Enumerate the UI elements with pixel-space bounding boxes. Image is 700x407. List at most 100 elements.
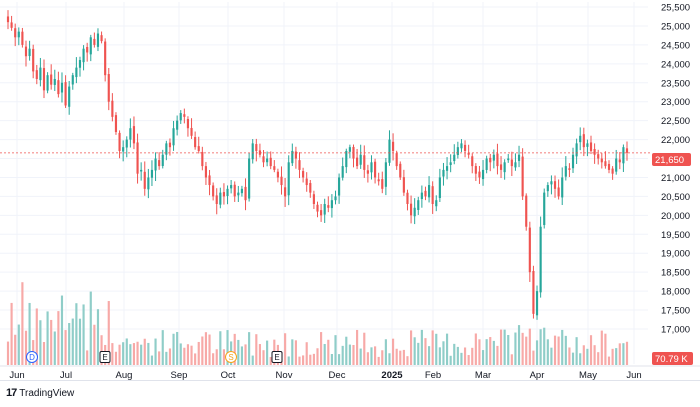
volume-bar — [143, 338, 146, 365]
dividend-marker[interactable] — [26, 351, 38, 363]
candle-body — [359, 154, 362, 165]
candle-body — [201, 151, 204, 167]
candle-body — [262, 156, 265, 163]
volume-bar — [215, 349, 218, 365]
candle-body — [93, 38, 96, 45]
volume-bar — [625, 341, 629, 365]
candle-body — [550, 181, 553, 185]
volume-bar — [298, 356, 301, 365]
candle-body — [291, 150, 294, 164]
volume-bar — [427, 346, 431, 365]
volume-bar — [557, 336, 560, 365]
volume-bar — [420, 329, 423, 365]
candle-body — [356, 157, 359, 167]
candle-body — [143, 171, 146, 189]
price-chart[interactable]: 25,500 25,000 24,500 24,000 23,500 23,000 22,5… — [0, 0, 700, 380]
volume-bar — [327, 339, 330, 365]
volume-bar — [176, 331, 179, 365]
candle-body — [226, 188, 229, 197]
candle-body — [64, 82, 67, 106]
x-tick-label: Apr — [530, 370, 545, 380]
candle-body — [197, 146, 200, 151]
candle-body — [104, 41, 107, 76]
candle-body — [438, 177, 441, 198]
volume-bar — [424, 338, 427, 365]
candle-body — [302, 171, 305, 178]
candle-body — [510, 159, 513, 167]
candle-body — [194, 137, 197, 148]
candle-body — [111, 100, 114, 117]
candle-body — [366, 170, 369, 174]
volume-bar — [582, 345, 585, 365]
candle-body — [21, 31, 24, 45]
volume-bar — [600, 330, 603, 365]
volume-bar — [39, 320, 42, 365]
candle-body — [323, 203, 326, 215]
volume-bar — [132, 343, 136, 365]
y-tick-label: 20,500 — [661, 192, 690, 203]
x-tick-label: Mar — [475, 370, 491, 380]
candle-body — [82, 48, 85, 63]
candle-body — [53, 78, 56, 85]
x-tick-label: Feb — [425, 370, 441, 380]
volume-bar — [50, 319, 53, 365]
earnings-marker[interactable] — [99, 351, 111, 363]
candle-body — [273, 166, 276, 170]
y-axis: 25,500 25,000 24,500 24,000 23,500 23,000 22,5… — [661, 3, 690, 336]
candle-body — [338, 177, 341, 196]
candle-body — [140, 169, 143, 172]
candle-body — [618, 159, 621, 163]
volume-bar — [507, 334, 510, 365]
candle-body — [391, 141, 395, 151]
candle-body — [445, 166, 449, 171]
candle-body — [327, 205, 330, 208]
volume-bar — [320, 332, 323, 365]
volume-bar — [406, 356, 409, 365]
candle-body — [611, 168, 614, 174]
x-tick-label: Jun — [9, 370, 24, 380]
split-marker[interactable] — [225, 351, 237, 363]
y-tick-label: 19,000 — [661, 249, 690, 260]
volume-bar — [71, 318, 74, 365]
tradingview-logo-icon: 17 — [6, 387, 17, 399]
volume-bar — [471, 347, 474, 365]
candle-body — [478, 171, 481, 178]
volume-bar — [312, 353, 315, 365]
candle-body — [424, 190, 427, 197]
volume-bar — [284, 333, 287, 365]
candle-body — [75, 67, 78, 78]
candle-body — [485, 158, 488, 170]
tradingview-logo[interactable]: 17 TradingView — [6, 387, 74, 399]
volume-bar — [183, 347, 186, 365]
candle-body — [39, 67, 42, 81]
candle-body — [561, 177, 564, 198]
candle-body — [507, 158, 510, 161]
candle-body — [543, 192, 546, 226]
volume-bar — [510, 354, 513, 365]
volume-bar — [381, 350, 384, 365]
candle-body — [363, 155, 366, 170]
candle-body — [284, 187, 287, 197]
candle-body — [32, 48, 35, 72]
candle-body — [258, 150, 261, 155]
volume-bar — [21, 282, 24, 365]
volume-bar — [96, 309, 100, 365]
y-tick-label: 22,500 — [661, 116, 690, 127]
earnings-marker[interactable] — [271, 351, 283, 363]
candle-body — [604, 161, 607, 167]
candle-body — [471, 156, 474, 167]
volume-bar — [158, 351, 161, 365]
volume-bar — [388, 353, 391, 365]
volume-bar — [287, 356, 290, 365]
candle-body — [280, 176, 283, 186]
volume-bar — [611, 348, 614, 365]
volume-bar — [172, 333, 175, 365]
candle-body — [71, 75, 74, 85]
volume-bar — [535, 340, 539, 365]
candle-body — [158, 160, 161, 167]
candle-body — [150, 169, 154, 178]
candle-body — [316, 204, 319, 212]
volume-bar — [496, 345, 499, 365]
volume-bar — [363, 332, 366, 365]
